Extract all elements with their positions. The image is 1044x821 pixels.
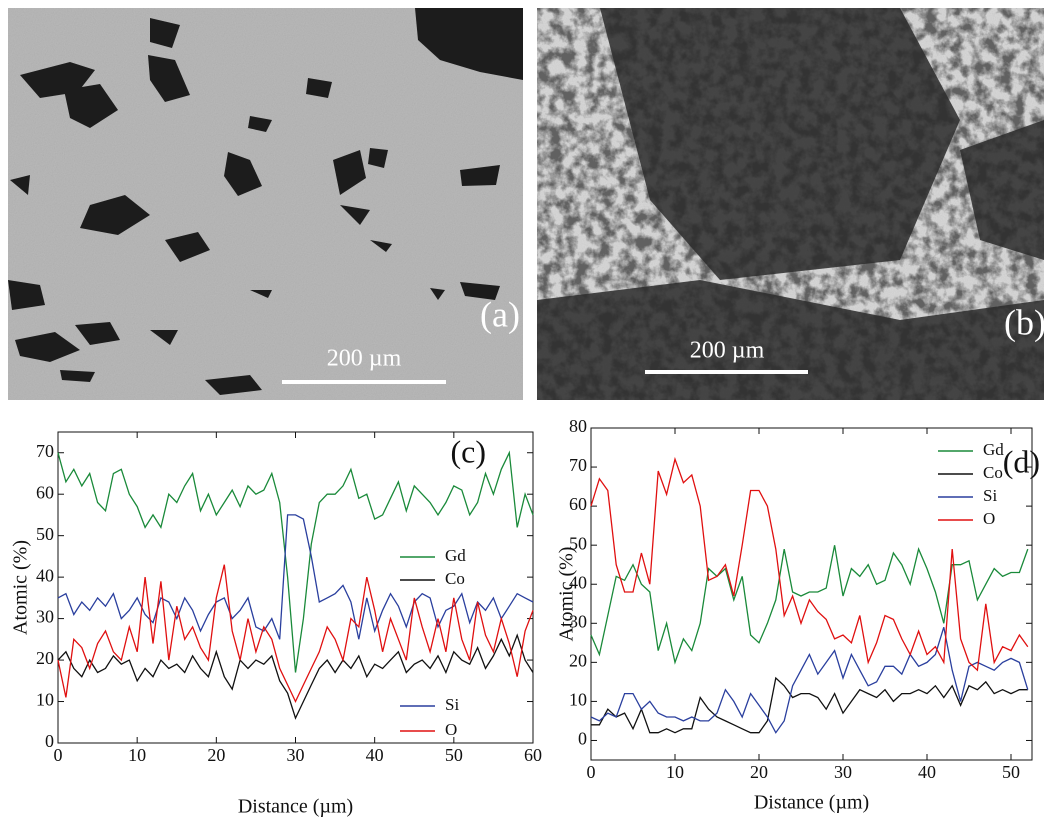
y-tick-label: 20: [569, 650, 587, 670]
x-tick-label: 50: [1002, 762, 1020, 782]
legend-label: Gd: [445, 546, 466, 565]
micrograph-b: 200 µm (b): [537, 8, 1044, 400]
y-tick-label: 30: [569, 611, 587, 631]
legend-label: Co: [983, 463, 1003, 482]
y-tick-label: 60: [569, 494, 587, 514]
y-tick-label: 80: [569, 416, 587, 436]
panel-label: (d): [1003, 443, 1040, 479]
series-line: [590, 627, 1029, 734]
scale-bar-label: 200 µm: [690, 338, 765, 364]
x-tick-label: 20: [750, 762, 768, 782]
series-line: [57, 633, 534, 720]
panel-label: (b): [1004, 302, 1044, 342]
plot-frame: [590, 427, 1033, 761]
y-tick-label: 50: [36, 524, 54, 544]
legend-label: Gd: [983, 440, 1004, 459]
legend-label: O: [983, 509, 995, 528]
y-tick-label: 10: [569, 690, 587, 710]
x-axis-label: Distance (µm): [238, 796, 353, 818]
panel-label: (a): [480, 294, 520, 334]
x-tick-label: 40: [366, 745, 384, 765]
legend-label: Si: [983, 486, 997, 505]
series-line: [590, 456, 1029, 672]
x-tick-label: 50: [445, 745, 463, 765]
y-axis-label: Atomic (%): [10, 540, 32, 635]
y-tick-label: 20: [36, 648, 54, 668]
micrograph-a: 200 µm (a): [8, 8, 523, 400]
legend-label: Co: [445, 569, 465, 588]
series-line: [591, 676, 1028, 734]
x-tick-label: 0: [587, 762, 596, 782]
scale-bar-label: 200 µm: [327, 346, 402, 372]
y-tick-label: 60: [36, 482, 54, 502]
y-tick-label: 0: [578, 729, 587, 749]
y-tick-label: 30: [36, 607, 54, 627]
y-tick-label: 70: [569, 455, 587, 475]
x-tick-label: 10: [128, 745, 146, 765]
series-line: [57, 564, 534, 704]
panel-label: (c): [450, 433, 486, 469]
x-tick-label: 20: [207, 745, 225, 765]
y-axis-label: Atomic (%): [556, 547, 578, 642]
y-tick-label: 10: [36, 690, 54, 710]
y-tick-label: 40: [36, 565, 54, 585]
y-tick-label: 0: [45, 731, 54, 751]
series-line: [590, 545, 1029, 665]
legend-label: O: [445, 720, 457, 739]
series-line: [57, 450, 534, 673]
x-axis-label: Distance (µm): [754, 792, 869, 814]
y-tick-label: 40: [569, 572, 587, 592]
legend-label: Si: [445, 695, 459, 714]
x-tick-label: 30: [834, 762, 852, 782]
x-tick-label: 0: [54, 745, 63, 765]
x-tick-label: 10: [666, 762, 684, 782]
y-tick-label: 70: [36, 441, 54, 461]
x-tick-label: 60: [524, 745, 542, 765]
x-tick-label: 30: [287, 745, 305, 765]
series-line: [57, 514, 534, 640]
y-tick-label: 50: [569, 533, 587, 553]
x-tick-label: 40: [918, 762, 936, 782]
